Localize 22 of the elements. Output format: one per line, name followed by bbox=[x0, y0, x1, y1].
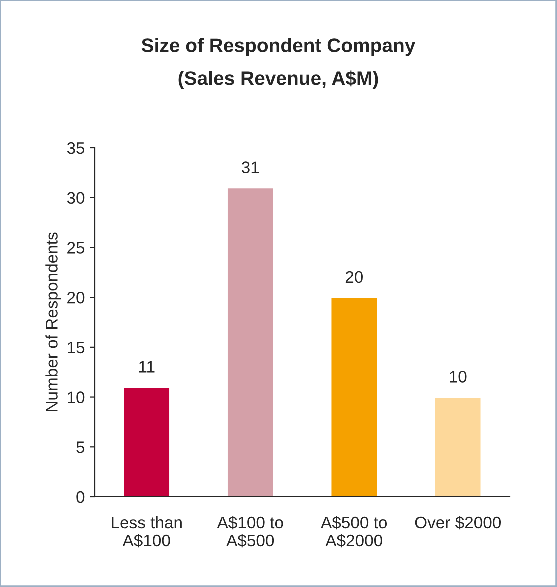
data-label: 31 bbox=[242, 162, 260, 174]
y-tick-label: 20 bbox=[68, 292, 85, 304]
chart-title: Size of Respondent Company (Sales Revenue, A$M) bbox=[142, 38, 416, 90]
data-label: 20 bbox=[346, 271, 363, 284]
bar bbox=[330, 296, 378, 497]
y-tick-label: 30 bbox=[67, 192, 85, 204]
data-label: 11 bbox=[139, 361, 155, 373]
y-tick-label: 5 bbox=[76, 442, 85, 454]
y-tick-label: 15 bbox=[68, 342, 85, 354]
x-tick-label: Over $2000 bbox=[415, 516, 502, 530]
y-axis-title: Number of Respondents bbox=[46, 232, 62, 412]
y-tick-label: 0 bbox=[76, 491, 85, 504]
bar bbox=[122, 386, 171, 497]
y-tick-label: 10 bbox=[68, 392, 85, 404]
y-tick-label: 35 bbox=[67, 142, 85, 154]
x-tick-label: A$100 to A$500 bbox=[217, 516, 284, 548]
x-tick-label: A$500 to A$2000 bbox=[321, 516, 388, 548]
bar bbox=[226, 187, 275, 497]
data-label: 10 bbox=[450, 371, 467, 383]
bar bbox=[434, 396, 482, 497]
x-tick-label: Less than A$100 bbox=[112, 516, 182, 548]
y-tick-label: 25 bbox=[68, 242, 85, 254]
